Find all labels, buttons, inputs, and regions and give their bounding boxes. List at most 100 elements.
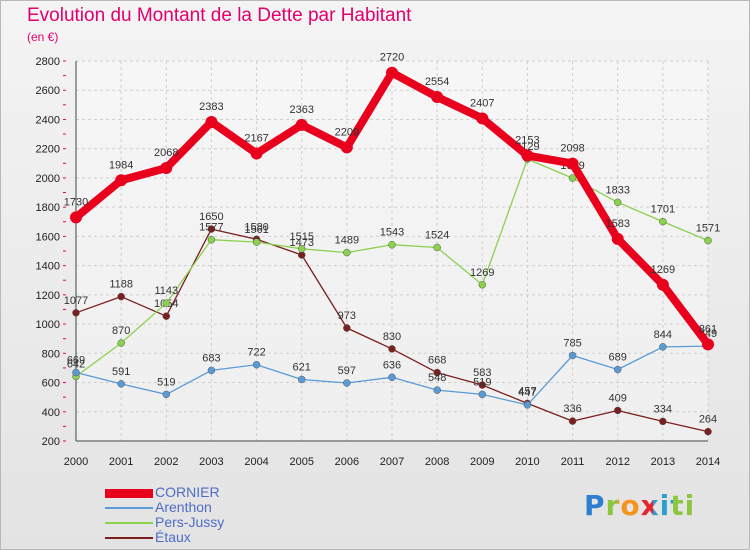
data-label-pers-jussy: 1543 <box>380 227 404 239</box>
data-label-arenthon: 519 <box>157 376 175 388</box>
data-label-cornier: 1730 <box>64 196 88 208</box>
data-point-pers-jussy <box>659 217 667 226</box>
data-point-cornier <box>340 141 353 154</box>
data-label-arenthon: 785 <box>563 338 581 350</box>
data-label--taux: 1650 <box>199 211 223 223</box>
data-point--taux <box>659 417 667 426</box>
data-label-pers-jussy: 1143 <box>154 285 178 297</box>
data-label--taux: 409 <box>609 392 627 404</box>
y-tick-label: 600 <box>42 378 60 390</box>
data-point--taux <box>433 368 441 377</box>
data-label-arenthon: 597 <box>338 365 356 377</box>
data-point--taux <box>704 427 712 436</box>
data-point-pers-jussy <box>117 339 125 347</box>
data-label-arenthon: 722 <box>247 347 265 359</box>
data-point--taux <box>343 324 351 332</box>
data-point-arenthon <box>659 343 667 351</box>
data-point-arenthon <box>343 379 351 387</box>
data-label-cornier: 861 <box>699 323 717 335</box>
data-point-cornier <box>205 115 218 128</box>
x-tick-label: 2009 <box>470 456 494 468</box>
data-point-pers-jussy <box>252 238 261 246</box>
data-point--taux <box>478 381 487 389</box>
data-label-arenthon: 519 <box>473 376 491 388</box>
y-tick-label: 2800 <box>36 56 60 68</box>
data-point-pers-jussy <box>162 299 171 307</box>
data-point-cornier <box>70 211 82 224</box>
data-point-arenthon <box>252 360 261 369</box>
data-label-pers-jussy: 1515 <box>289 231 313 243</box>
data-label-cornier: 2167 <box>244 133 268 145</box>
x-tick-label: 2002 <box>154 456 178 468</box>
data-label-pers-jussy: 1561 <box>244 224 268 236</box>
data-label-arenthon: 689 <box>609 352 627 364</box>
y-tick-label: 2600 <box>36 85 60 97</box>
data-point-cornier <box>611 232 624 245</box>
data-label-cornier: 2068 <box>154 147 178 159</box>
data-point-pers-jussy <box>343 248 351 257</box>
data-point--taux <box>568 417 577 425</box>
data-point-pers-jussy <box>433 243 441 252</box>
data-label--taux: 1188 <box>109 279 133 291</box>
data-point--taux <box>613 406 622 415</box>
data-label--taux: 583 <box>473 367 491 379</box>
data-point-cornier <box>521 149 534 162</box>
data-point-arenthon <box>162 390 171 399</box>
legend-swatch-cornier <box>105 489 153 498</box>
data-label-cornier: 1984 <box>109 159 133 171</box>
data-point-pers-jussy <box>704 236 712 245</box>
data-point-pers-jussy <box>297 245 306 253</box>
data-label-pers-jussy: 870 <box>112 325 130 337</box>
y-tick-label: 2400 <box>36 114 60 126</box>
legend-swatch-etaux <box>105 537 153 539</box>
data-point--taux <box>72 309 80 317</box>
x-tick-label: 2013 <box>651 456 675 468</box>
y-tick-label: 800 <box>42 348 60 360</box>
data-label-cornier: 2098 <box>560 143 584 155</box>
chart-unit: (en €) <box>27 30 59 44</box>
x-tick-label: 2012 <box>605 456 629 468</box>
data-label-arenthon: 683 <box>202 352 220 364</box>
data-point-arenthon <box>568 351 577 360</box>
data-label-arenthon: 591 <box>112 366 130 378</box>
data-label-pers-jussy: 1833 <box>605 184 629 196</box>
data-point-cornier <box>160 161 173 174</box>
data-point-arenthon <box>297 375 306 384</box>
y-tick-label: 400 <box>42 407 60 419</box>
y-tick-label: 1400 <box>36 261 60 273</box>
data-label--taux: 668 <box>428 355 446 367</box>
data-point-cornier <box>476 112 489 125</box>
y-tick-label: 1800 <box>36 202 60 214</box>
legend-label-cornier: CORNIER <box>155 484 220 500</box>
data-point-cornier <box>566 157 579 170</box>
data-point-pers-jussy <box>613 198 622 207</box>
x-tick-label: 2010 <box>515 456 539 468</box>
x-tick-label: 2007 <box>380 456 404 468</box>
data-label-arenthon: 621 <box>293 361 311 373</box>
data-label--taux: 1077 <box>64 295 88 307</box>
data-point-arenthon <box>388 373 396 382</box>
data-label-arenthon: 548 <box>428 372 446 384</box>
x-tick-label: 2011 <box>561 456 585 468</box>
data-label-cornier: 2407 <box>470 97 494 109</box>
data-label-pers-jussy: 1577 <box>199 222 223 234</box>
x-tick-label: 2005 <box>289 456 313 468</box>
data-label-arenthon: 669 <box>67 354 85 366</box>
data-label-arenthon: 636 <box>383 359 401 371</box>
data-point--taux <box>207 225 216 233</box>
x-tick-label: 2001 <box>109 456 133 468</box>
y-tick-label: 1200 <box>36 290 60 302</box>
legend-label-arenthon: Arenthon <box>155 499 212 515</box>
data-label--taux: 1580 <box>244 221 268 233</box>
data-point-pers-jussy <box>388 240 396 249</box>
data-point-cornier <box>386 66 398 79</box>
data-label-cornier: 2153 <box>515 135 539 147</box>
data-point-arenthon <box>72 368 80 377</box>
data-label-pers-jussy: 1489 <box>335 235 359 247</box>
x-tick-label: 2004 <box>244 456 268 468</box>
data-label--taux: 336 <box>563 403 581 415</box>
legend-label-pers-jussy: Pers-Jussy <box>155 514 225 530</box>
data-label-cornier: 1269 <box>651 264 675 276</box>
